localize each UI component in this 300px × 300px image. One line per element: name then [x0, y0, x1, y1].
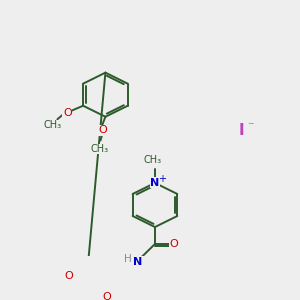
Text: O: O: [102, 292, 111, 300]
Text: O: O: [63, 107, 72, 118]
Text: H: H: [124, 254, 132, 264]
Text: N: N: [150, 178, 160, 188]
Text: I: I: [238, 123, 244, 138]
Text: +: +: [158, 174, 166, 184]
Text: CH₃: CH₃: [90, 144, 109, 154]
Text: N: N: [134, 257, 143, 267]
Text: CH₃: CH₃: [43, 120, 62, 130]
Text: CH₃: CH₃: [144, 155, 162, 165]
Text: O: O: [98, 125, 107, 135]
Text: O: O: [64, 271, 73, 281]
Text: ⁻: ⁻: [247, 120, 253, 134]
Text: O: O: [169, 239, 178, 249]
